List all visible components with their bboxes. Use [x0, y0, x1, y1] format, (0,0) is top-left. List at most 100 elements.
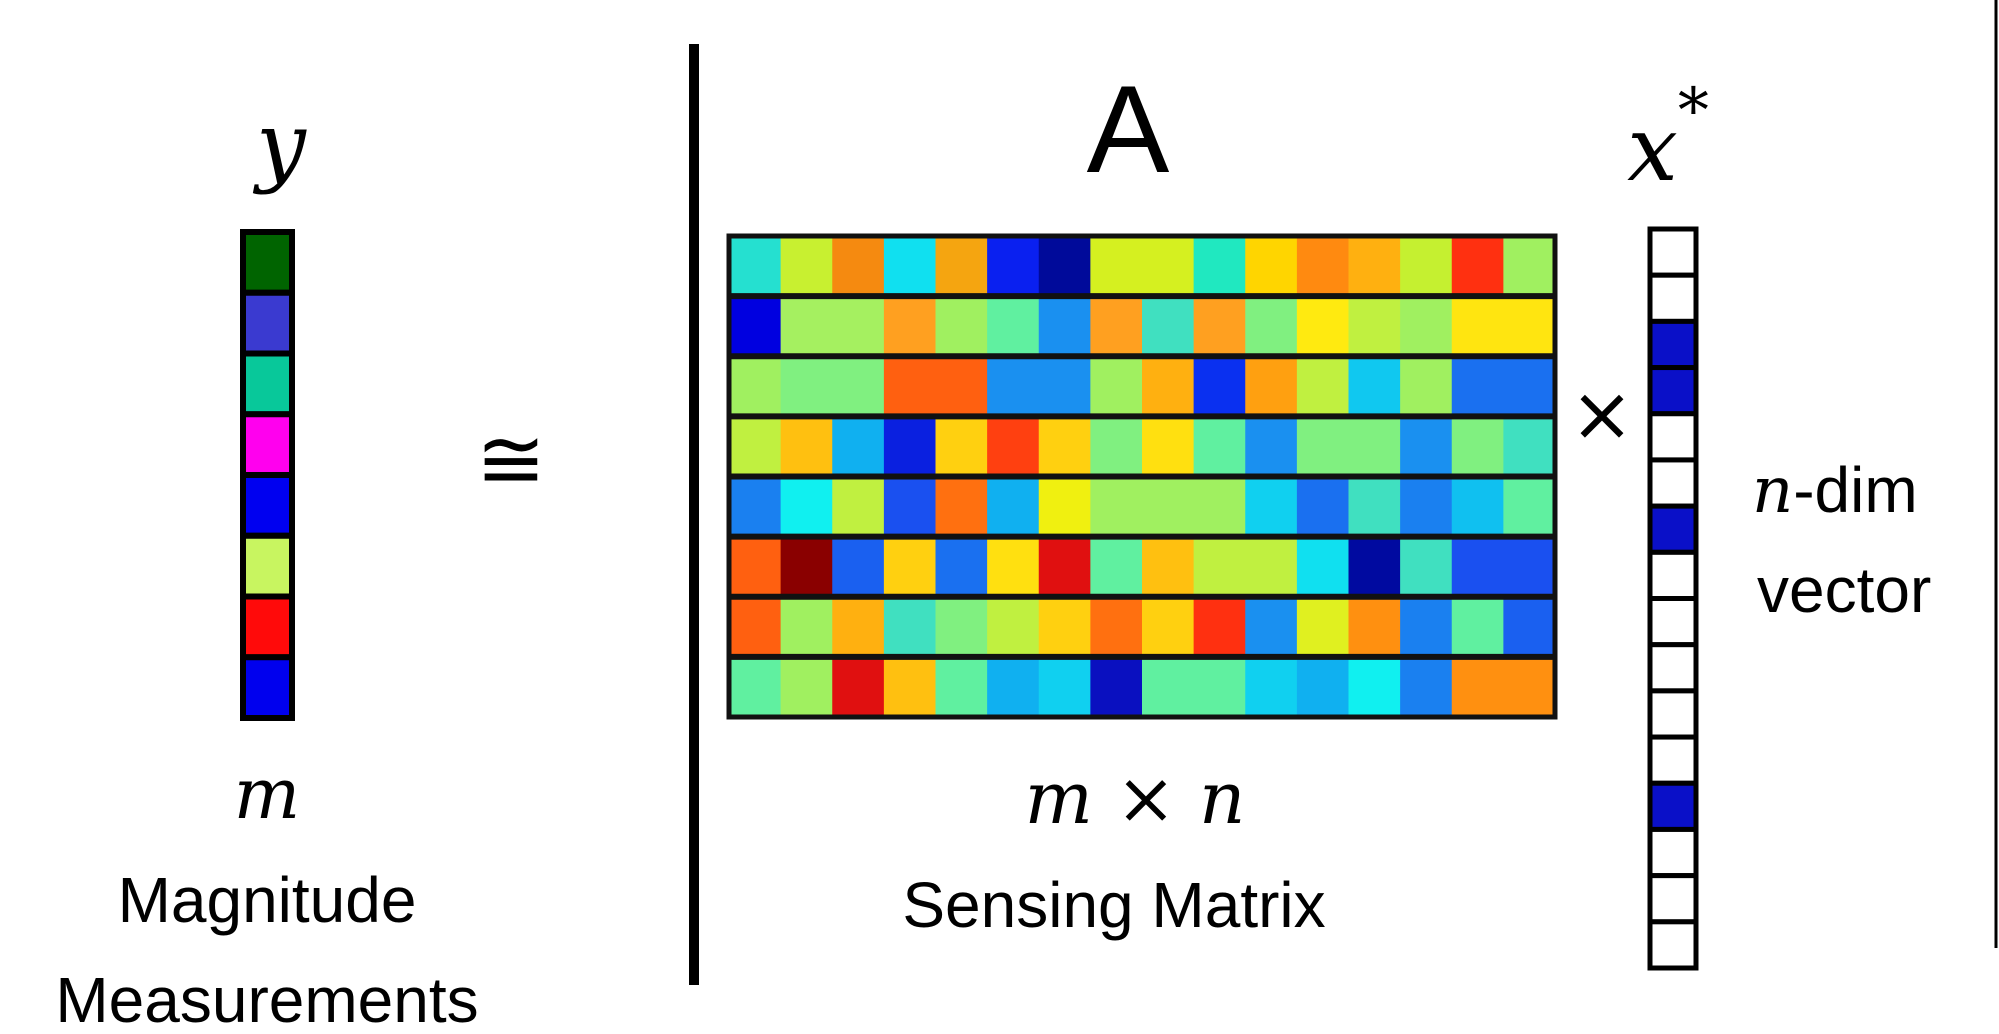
y-cell	[240, 472, 295, 539]
x-symbol: x	[1627, 97, 1678, 202]
x-cell	[1647, 688, 1699, 740]
matrix-cell	[1451, 296, 1504, 357]
y-cell	[240, 229, 295, 296]
matrix-cell	[1296, 536, 1350, 597]
matrix-cell	[832, 596, 885, 657]
matrix-cell	[780, 416, 833, 477]
matrix-cell	[780, 596, 833, 657]
matrix-cell	[935, 416, 988, 477]
matrix-cell	[832, 296, 885, 357]
y-cell	[240, 654, 295, 721]
matrix-cell	[1503, 596, 1556, 657]
x-cell	[1647, 318, 1699, 371]
matrix-cell	[1142, 236, 1195, 297]
matrix-cell	[883, 656, 937, 717]
matrix-cell	[729, 416, 782, 477]
matrix-cell	[987, 416, 1040, 477]
matrix-cell	[1142, 416, 1195, 477]
matrix-cell	[935, 656, 988, 717]
matrix-cell	[1038, 656, 1091, 717]
matrix-cell	[1142, 596, 1195, 657]
matrix-cell	[1090, 236, 1143, 297]
x-cell	[1647, 549, 1699, 601]
matrix-cell	[1245, 356, 1298, 417]
matrix-cell	[1245, 596, 1298, 657]
matrix-cell	[780, 236, 833, 297]
matrix-cell	[987, 476, 1040, 537]
matrix-cell	[729, 536, 782, 597]
matrix-cell	[1090, 356, 1143, 417]
matrix-border	[726, 233, 1558, 720]
matrix-cell	[1296, 356, 1350, 417]
x-cell	[1647, 642, 1699, 694]
matrix-cell	[883, 296, 937, 357]
x-cell	[1647, 873, 1699, 925]
matrix-cell	[1400, 656, 1453, 717]
y-cell	[240, 532, 295, 600]
matrix-cell	[883, 416, 937, 477]
matrix-cell	[1296, 656, 1350, 717]
matrix-cell	[1193, 536, 1246, 597]
matrix-cell	[883, 356, 937, 417]
x-cell	[1647, 272, 1699, 324]
n-symbol: n	[1752, 454, 1793, 528]
matrix-cell	[1038, 536, 1091, 597]
matrix-cell	[1348, 596, 1401, 657]
matrix-cell	[832, 416, 885, 477]
matrix-cell	[1348, 536, 1401, 597]
matrix-cell	[1142, 476, 1195, 537]
matrix-caption: Sensing Matrix	[902, 869, 1325, 941]
x-vector	[1647, 226, 1699, 971]
matrix-cell	[1348, 296, 1401, 357]
x-cell	[1647, 780, 1699, 832]
x-cell	[1647, 365, 1699, 417]
matrix-cell	[1503, 656, 1556, 717]
matrix-cell	[1400, 596, 1453, 657]
matrix-cell	[935, 236, 988, 297]
matrix-cell	[1245, 416, 1298, 477]
matrix-cell	[1142, 536, 1195, 597]
matrix-cell	[1090, 296, 1143, 357]
matrix-cell	[1193, 296, 1246, 357]
x-cell	[1647, 226, 1699, 278]
matrix-cell	[1038, 596, 1091, 657]
matrix-cell	[1090, 656, 1143, 717]
matrix-cell	[780, 356, 833, 417]
matrix-cell	[1193, 236, 1246, 297]
matrix-cell	[780, 656, 833, 717]
matrix-cell	[1038, 416, 1091, 477]
matrix-cell	[1142, 356, 1195, 417]
matrix-cell	[1296, 596, 1350, 657]
matrix-cell	[883, 596, 937, 657]
matrix-cell	[1296, 416, 1350, 477]
matrix-cell	[1503, 296, 1556, 357]
matrix-cell	[1090, 476, 1143, 537]
matrix-cell	[1451, 356, 1504, 417]
matrix-cell	[1142, 656, 1195, 717]
matrix-cell	[935, 356, 988, 417]
x-cell	[1647, 411, 1699, 463]
matrix-cell	[1503, 236, 1556, 297]
matrix-cell	[987, 596, 1040, 657]
matrix-cell	[832, 536, 885, 597]
times-symbol: ×	[1570, 369, 1634, 458]
matrix-cell	[1348, 356, 1401, 417]
matrix-cell	[832, 356, 885, 417]
matrix-cell	[832, 656, 885, 717]
matrix-cell	[780, 536, 833, 597]
matrix-cell	[729, 596, 782, 657]
matrix-cell	[1296, 296, 1350, 357]
matrix-cell	[1193, 356, 1246, 417]
x-cell	[1647, 457, 1699, 509]
matrix-cell	[935, 476, 988, 537]
matrix-cell	[1451, 596, 1504, 657]
matrix-cell	[1451, 416, 1504, 477]
matrix-cell	[729, 236, 782, 297]
y-dimension-label: m	[234, 753, 300, 835]
matrix-cell	[1451, 476, 1504, 537]
matrix-cell	[1503, 356, 1556, 417]
matrix-cell	[1400, 416, 1453, 477]
matrix-cell	[1451, 236, 1504, 297]
matrix-cell	[1245, 476, 1298, 537]
x-superscript: *	[1678, 74, 1709, 147]
